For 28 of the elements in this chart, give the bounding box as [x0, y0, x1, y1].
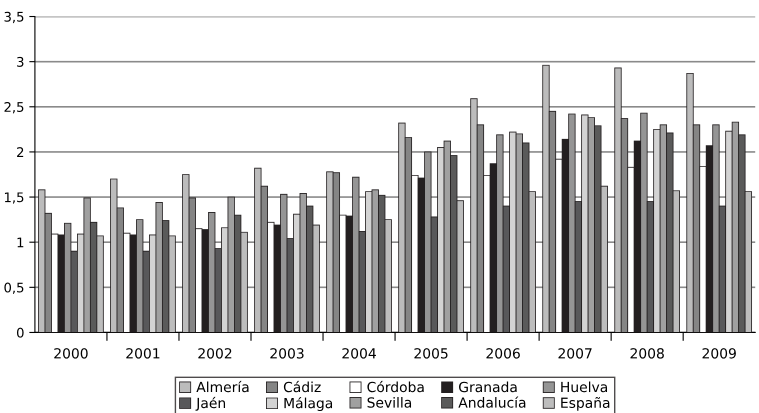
x-tick-label: 2002	[198, 348, 232, 359]
x-tick-label: 2009	[702, 348, 736, 359]
legend-label: Córdoba	[367, 380, 424, 392]
x-tick-label: 2001	[126, 348, 160, 359]
y-tick-label: 2,5	[4, 102, 24, 114]
x-tick-label: 2005	[414, 348, 448, 359]
y-tick-label: 2	[17, 147, 24, 157]
y-tick-label: 0	[16, 328, 24, 338]
legend-label: Jaén	[196, 396, 226, 411]
y-tick-label: 3,5	[4, 12, 24, 24]
legend-label: Cádiz	[284, 380, 321, 392]
y-tick-label: 1,5	[4, 192, 24, 204]
x-tick-label: 2008	[630, 348, 664, 359]
legend-label: Andalucía	[458, 396, 526, 408]
x-tick-label: 2004	[342, 348, 376, 359]
x-tick-label: 2007	[558, 348, 592, 359]
legend-label: Sevilla	[368, 397, 412, 408]
legend-label: Granada	[459, 381, 517, 392]
y-tick-label: 1	[18, 238, 24, 248]
legend-label: Málaga	[284, 397, 332, 412]
legend-label: Almería	[196, 380, 248, 392]
x-tick-label: 2000	[54, 348, 88, 359]
legend-label: España	[561, 397, 610, 411]
x-tick-label: 2006	[486, 348, 520, 359]
x-tick-label: 2003	[270, 348, 304, 359]
legend-label: Huelva	[561, 381, 608, 392]
y-tick-label: 3	[17, 56, 24, 67]
y-tick-label: 0,5	[4, 282, 24, 294]
